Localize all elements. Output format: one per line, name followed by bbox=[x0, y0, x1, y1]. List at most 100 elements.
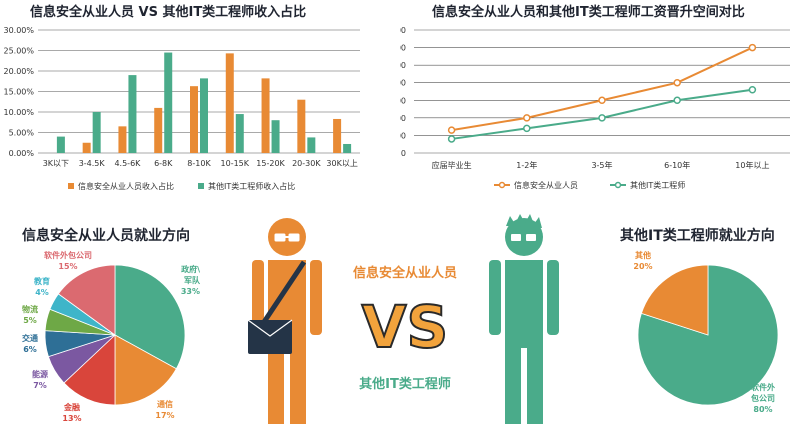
bar-ytick: 15.00% bbox=[3, 88, 34, 97]
bar-security bbox=[333, 118, 342, 153]
pie-label: 能源 bbox=[32, 369, 48, 379]
bar-security bbox=[154, 107, 163, 153]
bar-ytick: 0.00% bbox=[9, 149, 35, 158]
bar-xtick: 3-4.5K bbox=[79, 159, 106, 168]
line-point bbox=[598, 114, 606, 122]
pie-slice bbox=[640, 264, 709, 336]
line-point bbox=[523, 114, 531, 122]
line-point bbox=[673, 96, 681, 105]
bar-xtick: 20-30K bbox=[292, 159, 321, 168]
pie-label: 其他 bbox=[635, 250, 651, 260]
pie-slice bbox=[63, 334, 116, 406]
line-point bbox=[598, 96, 606, 105]
bar-security bbox=[261, 78, 270, 153]
bar-legend-swatch bbox=[68, 183, 74, 189]
pie-pct: 80% bbox=[753, 405, 772, 414]
line-ytick: 5000 bbox=[400, 131, 406, 140]
bar-security bbox=[118, 126, 127, 153]
line-xtick: 1-2年 bbox=[516, 160, 537, 170]
bar-ytick: 20.00% bbox=[3, 67, 34, 76]
line-legend-label: 其他IT类工程师 bbox=[630, 180, 685, 190]
bar-it bbox=[200, 78, 208, 153]
line-point bbox=[447, 126, 456, 134]
pie-pct: 5% bbox=[23, 316, 37, 325]
vs-illustration: 信息安全从业人员 VS 其他IT类工程师 bbox=[247, 214, 559, 424]
line-point bbox=[673, 78, 681, 87]
line-point bbox=[523, 124, 531, 133]
line-point bbox=[748, 85, 757, 94]
it-direction-pie: 软件外包公司 80% 其他 20% bbox=[633, 250, 779, 414]
pie-slice bbox=[57, 264, 116, 336]
bar-ytick: 10.00% bbox=[3, 108, 34, 117]
bar-ytick: 5.00% bbox=[9, 129, 35, 138]
bar-chart-title: 信息安全从业人员 VS 其他IT类工程师收入占比 bbox=[30, 5, 307, 20]
pie-pct: 33% bbox=[181, 287, 200, 296]
bar-it bbox=[343, 143, 352, 153]
bar-xtick: 6-8K bbox=[154, 159, 173, 168]
bar-xtick: 15-20K bbox=[256, 159, 285, 168]
bar-it bbox=[56, 136, 65, 153]
security-person-figure bbox=[247, 218, 322, 424]
bar-legend-label: 其他IT类工程师收入占比 bbox=[208, 181, 295, 191]
pie-pct: 17% bbox=[155, 411, 174, 420]
security-direction-pie: 政府\军队 33% 通信 17% 金融 13% 能源 7% 交通 6% 物流 5% 教育 4% 软件外包公司… bbox=[22, 250, 201, 423]
pie-label: 通信 bbox=[157, 399, 173, 409]
line-ytick: 0 bbox=[401, 149, 406, 158]
bar-security bbox=[297, 99, 306, 153]
bar-xtick: 3K以下 bbox=[43, 159, 69, 168]
bar-it bbox=[271, 120, 280, 153]
line-ytick: 15000 bbox=[400, 96, 406, 105]
line-ytick: 30000 bbox=[400, 44, 406, 53]
pie-label: 软件外包公司 bbox=[44, 250, 92, 260]
pie-label: 物流 bbox=[22, 304, 38, 314]
pie-pct: 7% bbox=[33, 381, 47, 390]
bar-xtick: 4.5-6K bbox=[114, 159, 141, 168]
bar-xtick: 8-10K bbox=[187, 159, 211, 168]
line-ytick: 25000 bbox=[400, 61, 406, 70]
pie-label: 软件外 bbox=[751, 382, 775, 392]
line-legend-marker bbox=[498, 181, 506, 189]
it-person-figure bbox=[489, 214, 559, 424]
pie-pct: 6% bbox=[23, 345, 37, 354]
pie-label: 政府\ bbox=[181, 264, 200, 274]
line-xtick: 应届毕业生 bbox=[432, 160, 472, 170]
bar-xtick: 30K以上 bbox=[326, 159, 357, 168]
pie2-title: 其他IT类工程师就业方向 bbox=[620, 228, 775, 244]
bar-security bbox=[190, 86, 198, 153]
line-xtick: 10年以上 bbox=[735, 160, 769, 170]
income-bar-chart: 0.00% 5.00% 10.00% 15.00% 20.00% 25.00% 30.00%… bbox=[3, 26, 360, 191]
pie-pct: 13% bbox=[62, 414, 81, 423]
bar-security bbox=[225, 53, 234, 154]
it-label: 其他IT类工程师 bbox=[359, 376, 451, 392]
pie-slice bbox=[114, 264, 186, 370]
bar-ytick: 25.00% bbox=[3, 47, 34, 56]
bar-ytick: 30.00% bbox=[3, 26, 34, 35]
pie-label: 包公司 bbox=[750, 393, 775, 403]
pie-pct: 4% bbox=[35, 288, 49, 297]
bar-it bbox=[128, 75, 137, 153]
vs-text: VS bbox=[362, 293, 449, 361]
pie-pct: 20% bbox=[633, 262, 652, 271]
line-ytick: 20000 bbox=[400, 79, 406, 88]
pie1-title: 信息安全从业人员就业方向 bbox=[22, 228, 190, 244]
pie-label: 金融 bbox=[63, 402, 80, 412]
bar-it bbox=[235, 114, 244, 153]
pie-slice bbox=[114, 334, 177, 406]
line-xtick: 6-10年 bbox=[664, 160, 690, 170]
security-label: 信息安全从业人员 bbox=[353, 265, 457, 281]
line-point bbox=[748, 43, 757, 52]
bar-it bbox=[164, 52, 173, 153]
pie-pct: 15% bbox=[58, 262, 77, 271]
line-point bbox=[447, 135, 456, 143]
line-xtick: 3-5年 bbox=[591, 160, 612, 170]
bar-it bbox=[307, 137, 316, 153]
line-ytick: 35000 bbox=[400, 26, 406, 35]
pie-label: 军队 bbox=[184, 275, 201, 285]
bar-legend-label: 信息安全从业人员收入占比 bbox=[78, 181, 174, 191]
bar-legend-swatch bbox=[198, 183, 204, 189]
line-legend-label: 信息安全从业人员 bbox=[514, 180, 578, 190]
bar-xtick: 10-15K bbox=[221, 159, 250, 168]
pie-label: 交通 bbox=[22, 333, 38, 343]
bar-it bbox=[92, 112, 101, 153]
line-ytick: 10000 bbox=[400, 114, 406, 123]
